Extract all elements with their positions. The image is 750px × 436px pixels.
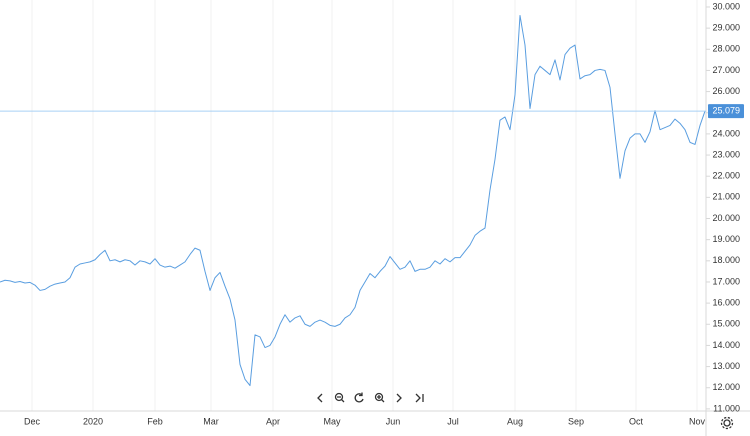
y-tick-label: 15.000 (712, 319, 740, 329)
x-tick-label: Sep (568, 416, 584, 426)
x-tick-label: Feb (147, 416, 163, 426)
y-tick-label: 26.000 (712, 86, 740, 96)
zoom-in[interactable] (374, 392, 385, 403)
scroll-right[interactable] (396, 393, 402, 403)
x-tick-label: Jul (447, 416, 459, 426)
price-line-series (0, 14, 706, 387)
x-tick-label: Dec (24, 416, 41, 426)
x-tick-label: Oct (629, 416, 644, 426)
y-tick-label: 20.000 (712, 213, 740, 223)
zoom-out[interactable] (334, 392, 345, 403)
y-tick-label: 22.000 (712, 171, 740, 181)
x-tick-label: Aug (507, 416, 523, 426)
current-price-box (708, 104, 744, 119)
settings[interactable] (720, 416, 734, 430)
y-tick-label: 17.000 (712, 276, 740, 286)
reset[interactable] (354, 392, 364, 403)
x-tick-label: May (323, 416, 341, 426)
y-tick-label: 21.000 (712, 192, 740, 202)
y-tick-label: 19.000 (712, 234, 740, 244)
y-tick-label: 30.000 (712, 1, 740, 11)
current-price-label: 25.079 (712, 105, 740, 115)
y-tick-label: 28.000 (712, 44, 740, 54)
y-tick-label: 13.000 (712, 361, 740, 371)
y-tick-label: 12.000 (712, 382, 740, 392)
y-tick-label: 16.000 (712, 297, 740, 307)
y-tick-label: 14.000 (712, 340, 740, 350)
y-tick-label: 27.000 (712, 65, 740, 75)
y-tick-label: 11.000 (713, 403, 740, 413)
x-tick-label: Nov (689, 416, 706, 426)
x-tick-label: Mar (203, 416, 219, 426)
scroll-left[interactable] (317, 393, 323, 403)
toolbar (317, 392, 424, 403)
y-tick-label: 18.000 (712, 255, 740, 265)
x-tick-label: 2020 (83, 416, 103, 426)
scroll-end[interactable] (415, 393, 424, 403)
y-tick-label: 24.000 (712, 128, 740, 138)
x-tick-label: Apr (266, 416, 280, 426)
y-tick-label: 29.000 (712, 23, 740, 33)
x-tick-label: Jun (386, 416, 401, 426)
y-tick-label: 23.000 (712, 149, 740, 159)
